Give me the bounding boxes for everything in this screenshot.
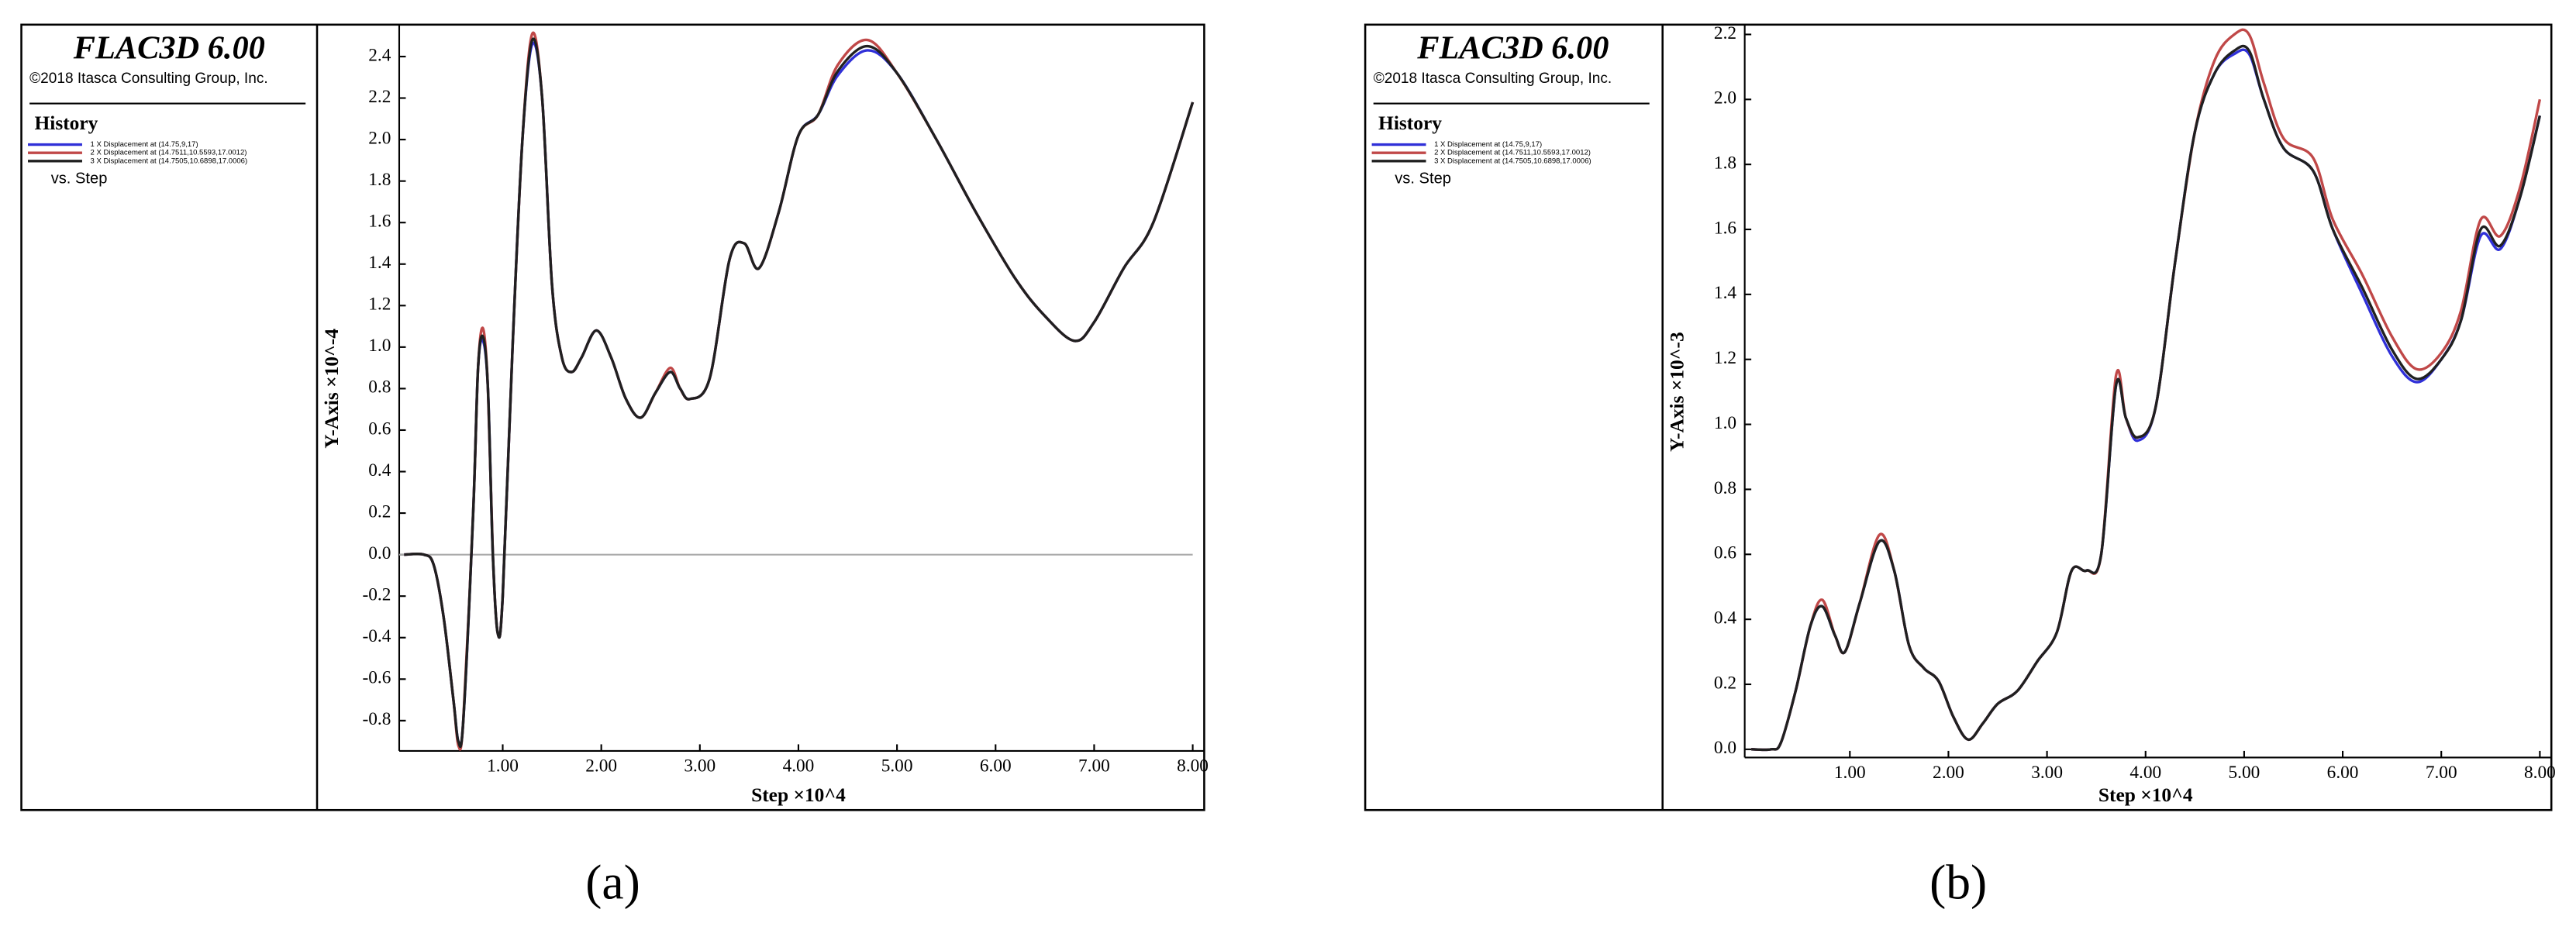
x-tick-label: 8.00 — [2524, 763, 2556, 783]
x-tick-label: 3.00 — [2031, 763, 2063, 783]
software-title: FLAC3D 6.00 — [73, 29, 265, 66]
legend-label: 2 X Displacement at (14.7511,10.5593,17.… — [1434, 149, 1591, 157]
legend-title: History — [35, 112, 98, 134]
y-tick-label: 0.2 — [368, 501, 391, 522]
y-tick-label: 0.2 — [1714, 673, 1736, 693]
x-caption: vs. Step — [1395, 170, 1451, 187]
panel-label: (b) — [1929, 854, 1987, 909]
y-tick-label: 0.8 — [368, 377, 391, 398]
data-line — [404, 37, 1195, 749]
y-tick-label: 0.4 — [1714, 608, 1736, 628]
y-tick-label: -0.4 — [363, 626, 391, 646]
y-axis-title: Y-Axis ×10^-4 — [320, 329, 343, 449]
y-tick-label: -0.6 — [363, 668, 391, 688]
panel-frame — [1364, 23, 2553, 811]
x-tick-label: 4.00 — [2129, 763, 2161, 783]
x-axis-title: Step ×10^4 — [2098, 784, 2193, 806]
y-tick-label: 1.0 — [368, 336, 391, 356]
y-tick-label: 1.2 — [368, 294, 391, 315]
panel-frame — [20, 23, 1205, 811]
x-tick-label: 2.00 — [585, 756, 617, 776]
x-tick-label: 7.00 — [1078, 756, 1110, 776]
legend-label: 2 X Displacement at (14.7511,10.5593,17.… — [91, 149, 247, 157]
y-tick-label: 1.4 — [1714, 283, 1736, 303]
y-tick-label: 1.0 — [1714, 413, 1736, 433]
y-tick-label: -0.2 — [363, 585, 391, 605]
copyright: ©2018 Itasca Consulting Group, Inc. — [29, 71, 268, 87]
x-tick-label: 5.00 — [2229, 763, 2260, 783]
x-tick-label: 6.00 — [980, 756, 1012, 776]
y-tick-label: 0.8 — [1714, 478, 1736, 498]
y-tick-label: 2.0 — [368, 128, 391, 148]
x-caption: vs. Step — [51, 170, 108, 187]
legend-label: 1 X Displacement at (14.75,9,17) — [91, 140, 198, 149]
legend-title: History — [1378, 112, 1442, 134]
y-tick-label: 1.8 — [1714, 153, 1736, 174]
x-tick-label: 5.00 — [881, 756, 913, 776]
legend-label: 3 X Displacement at (14.7505,10.6898,17.… — [91, 157, 248, 165]
y-tick-label: 0.0 — [1714, 738, 1736, 758]
x-tick-label: 8.00 — [1177, 756, 1209, 776]
data-line — [1751, 44, 2542, 752]
y-tick-label: 0.0 — [368, 543, 391, 563]
x-tick-label: 1.00 — [1834, 763, 1866, 783]
legend-label: 3 X Displacement at (14.7505,10.6898,17.… — [1434, 157, 1591, 165]
y-tick-label: 1.8 — [368, 170, 391, 190]
y-tick-label: 2.2 — [1714, 23, 1736, 43]
y-tick-label: 1.2 — [1714, 348, 1736, 368]
x-tick-label: 4.00 — [783, 756, 815, 776]
y-tick-label: -0.8 — [363, 709, 391, 729]
y-tick-label: 0.6 — [1714, 543, 1736, 563]
copyright: ©2018 Itasca Consulting Group, Inc. — [1374, 71, 1612, 87]
y-tick-label: 1.6 — [1714, 218, 1736, 238]
software-title: FLAC3D 6.00 — [1416, 29, 1609, 66]
y-tick-label: 2.4 — [368, 45, 391, 65]
y-tick-label: 0.4 — [368, 460, 391, 480]
y-tick-label: 1.4 — [368, 253, 391, 273]
x-axis-title: Step ×10^4 — [751, 784, 846, 806]
data-line — [1751, 28, 2542, 752]
y-tick-label: 2.0 — [1714, 88, 1736, 108]
y-axis-title: Y-Axis ×10^-3 — [1666, 332, 1688, 452]
x-tick-label: 3.00 — [684, 756, 716, 776]
y-tick-label: 1.6 — [368, 212, 391, 232]
x-tick-label: 1.00 — [487, 756, 519, 776]
x-tick-label: 7.00 — [2426, 763, 2457, 783]
x-tick-label: 2.00 — [1933, 763, 1964, 783]
y-tick-label: 0.6 — [368, 418, 391, 439]
x-tick-label: 6.00 — [2327, 763, 2359, 783]
data-line — [1751, 48, 2542, 752]
legend-label: 1 X Displacement at (14.75,9,17) — [1434, 140, 1542, 149]
y-tick-label: 2.2 — [368, 87, 391, 107]
panel-label: (a) — [585, 854, 640, 909]
